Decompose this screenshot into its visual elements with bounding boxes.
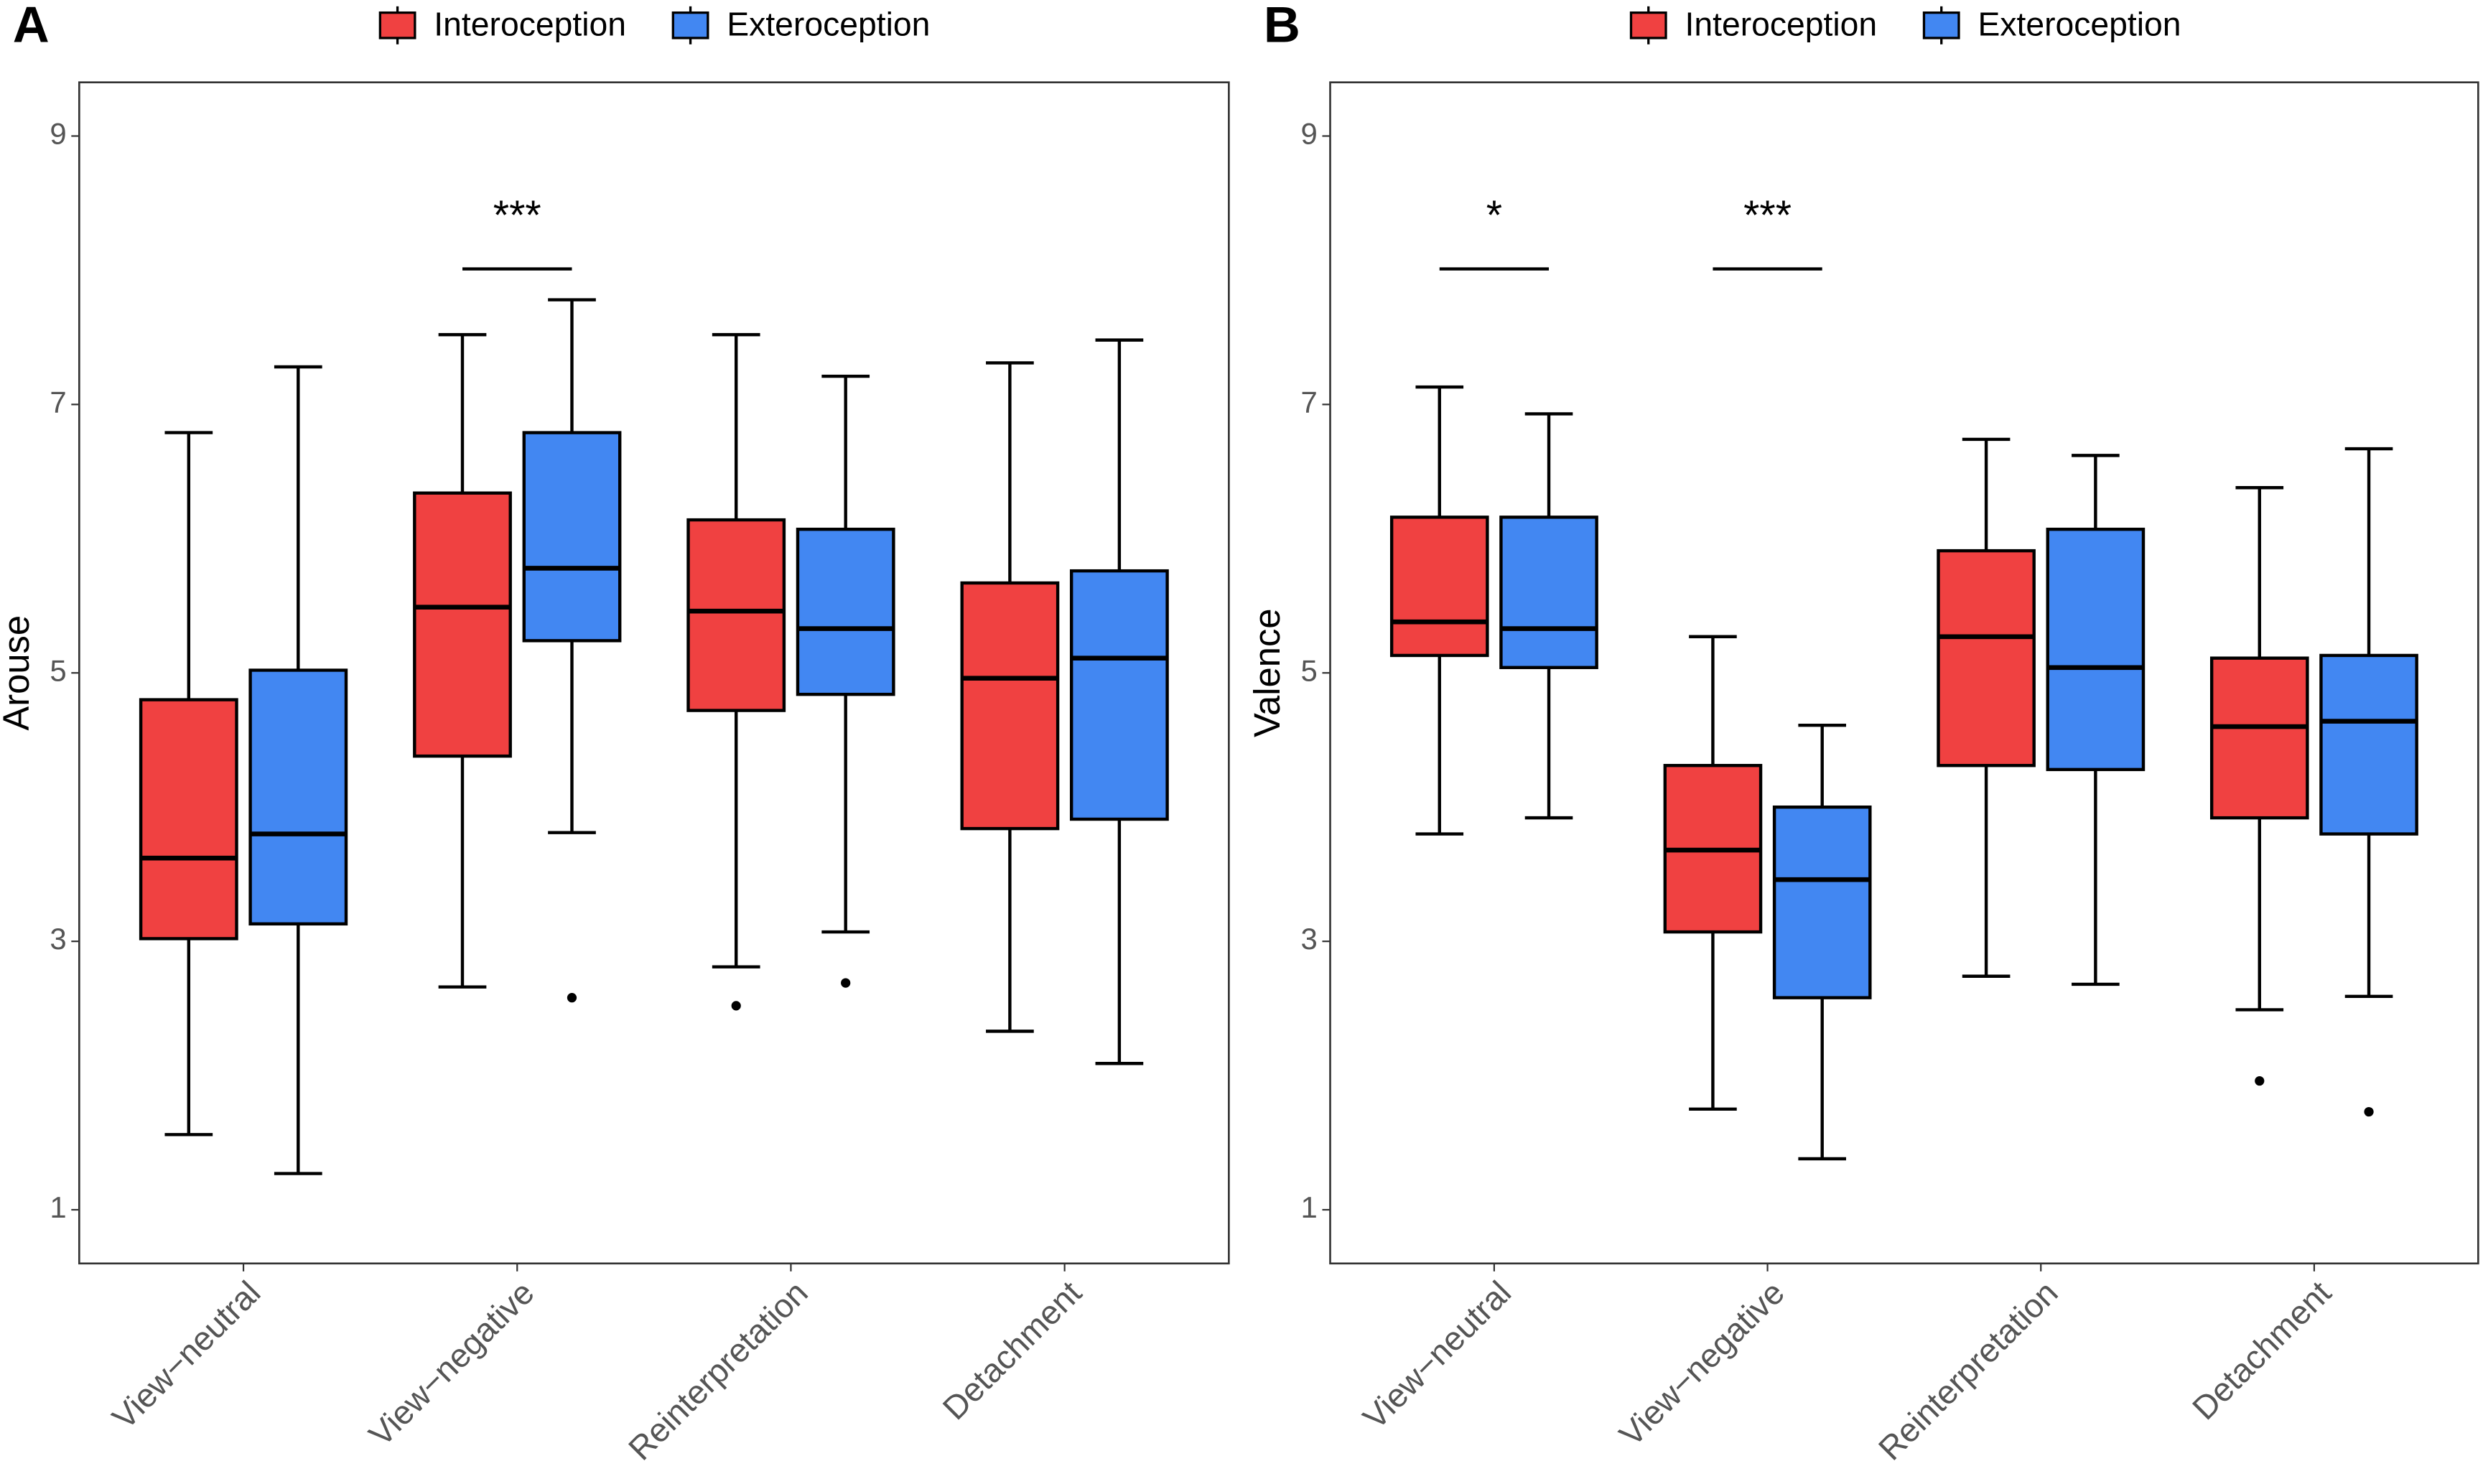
outlier xyxy=(841,978,851,988)
outlier xyxy=(2255,1075,2265,1086)
plot-frame xyxy=(1329,81,2479,1265)
legend-key xyxy=(1629,11,1667,39)
x-tick-label: View−neutral xyxy=(105,1274,267,1436)
box xyxy=(139,698,238,941)
x-tick-label: View−negative xyxy=(1612,1274,1792,1453)
panel-label: A xyxy=(13,0,50,52)
y-tick-label: 5 xyxy=(50,653,66,687)
x-tick-label: View−negative xyxy=(362,1274,541,1453)
plot-frame xyxy=(78,81,1230,1265)
y-axis-title: Valence xyxy=(1247,608,1287,737)
x-tick-label: View−neutral xyxy=(1356,1274,1518,1436)
x-tick-label: Detachment xyxy=(2185,1274,2338,1427)
box xyxy=(248,668,348,926)
x-tick-label: Reinterpretation xyxy=(621,1274,815,1467)
legend-label: Exteroception xyxy=(727,6,930,43)
legend-key xyxy=(378,11,416,39)
box xyxy=(686,518,786,712)
box xyxy=(413,491,512,758)
y-tick-label: 1 xyxy=(1301,1190,1318,1224)
legend-label: Exteroception xyxy=(1977,6,2181,43)
y-tick-label: 1 xyxy=(50,1190,66,1224)
box xyxy=(960,581,1060,831)
box xyxy=(1772,805,1872,999)
box xyxy=(1389,515,1489,658)
significance-label: *** xyxy=(493,192,541,238)
y-tick-label: 9 xyxy=(50,117,66,151)
box xyxy=(1069,569,1169,821)
y-tick-label: 5 xyxy=(1301,653,1318,687)
legend-key xyxy=(1922,11,1960,39)
outlier xyxy=(567,993,577,1003)
outlier xyxy=(2364,1106,2374,1117)
significance-label: * xyxy=(1486,192,1502,238)
y-tick-label: 7 xyxy=(50,385,66,419)
x-tick-label: Reinterpretation xyxy=(1871,1274,2065,1467)
box xyxy=(2209,656,2309,820)
y-tick-label: 9 xyxy=(1301,117,1318,151)
significance-label: *** xyxy=(1743,192,1792,238)
x-tick-label: Detachment xyxy=(936,1274,1089,1427)
box xyxy=(2046,528,2146,772)
y-tick-label: 7 xyxy=(1301,385,1318,419)
y-tick-label: 3 xyxy=(1301,922,1318,956)
legend-label: Interoception xyxy=(434,6,626,43)
box xyxy=(1499,515,1598,669)
outlier xyxy=(731,1001,741,1011)
box xyxy=(1937,549,2036,767)
legend-key xyxy=(671,11,709,39)
box xyxy=(2319,653,2418,836)
y-axis-title: Arouse xyxy=(0,615,37,731)
panel-label: B xyxy=(1264,0,1300,52)
y-tick-label: 3 xyxy=(50,922,66,956)
box xyxy=(796,528,895,696)
legend-label: Interoception xyxy=(1685,6,1877,43)
box xyxy=(522,431,622,643)
